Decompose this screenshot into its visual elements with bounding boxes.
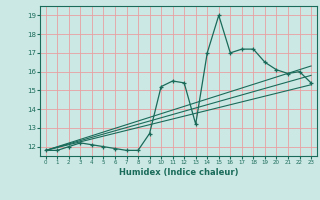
X-axis label: Humidex (Indice chaleur): Humidex (Indice chaleur) [119, 168, 238, 177]
